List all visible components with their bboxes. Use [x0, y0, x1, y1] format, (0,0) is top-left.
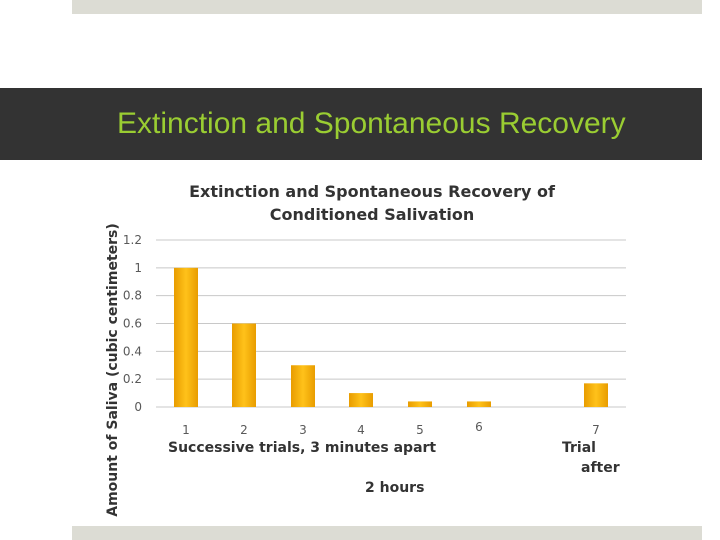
- y-axis-label: Amount of Saliva (cubic centimeters): [105, 223, 121, 517]
- y-tick-label: 0: [134, 400, 142, 414]
- x-axis-label: Successive trials, 3 minutes apart: [168, 440, 436, 456]
- y-tick-label: 0.4: [123, 344, 142, 358]
- bar-trial-6: [467, 401, 491, 407]
- annotation-trial: Trial: [562, 440, 596, 456]
- bar-trial-4: [349, 393, 373, 407]
- gridlines: [156, 239, 626, 408]
- top-decor-bar: [72, 0, 702, 14]
- x-tick-label: 6: [475, 420, 483, 434]
- bar-trial-2: [232, 323, 256, 407]
- chart-title: Extinction and Spontaneous Recovery of C…: [189, 182, 555, 224]
- x-tick-label: 2: [240, 423, 248, 437]
- y-tick-labels: 0 0.2 0.4 0.6 0.8 1 1.2: [123, 233, 142, 414]
- x-tick-label: 3: [299, 423, 307, 437]
- y-tick-label: 0.2: [123, 372, 142, 386]
- y-tick-label: 1: [134, 261, 142, 275]
- annotation-2-hours: 2 hours: [365, 480, 424, 496]
- bottom-decor-bar: [72, 526, 702, 540]
- annotation-after: after: [581, 460, 620, 476]
- x-tick-label: 1: [182, 423, 190, 437]
- bar-trial-7: [584, 383, 608, 407]
- bar-trial-5: [408, 401, 432, 407]
- x-tick-label: 4: [357, 423, 365, 437]
- slide-title: Extinction and Spontaneous Recovery: [117, 107, 626, 140]
- bar-trial-3: [291, 365, 315, 407]
- title-band: [0, 88, 702, 160]
- y-tick-label: 0.8: [123, 289, 142, 303]
- bar-trial-1: [174, 267, 198, 407]
- x-tick-label: 5: [416, 423, 424, 437]
- bars: [174, 267, 608, 407]
- y-tick-label: 1.2: [123, 233, 142, 247]
- x-tick-label: 7: [592, 423, 600, 437]
- x-tick-labels: 1 2 3 4 5 6 7: [182, 420, 600, 437]
- y-tick-label: 0.6: [123, 317, 142, 331]
